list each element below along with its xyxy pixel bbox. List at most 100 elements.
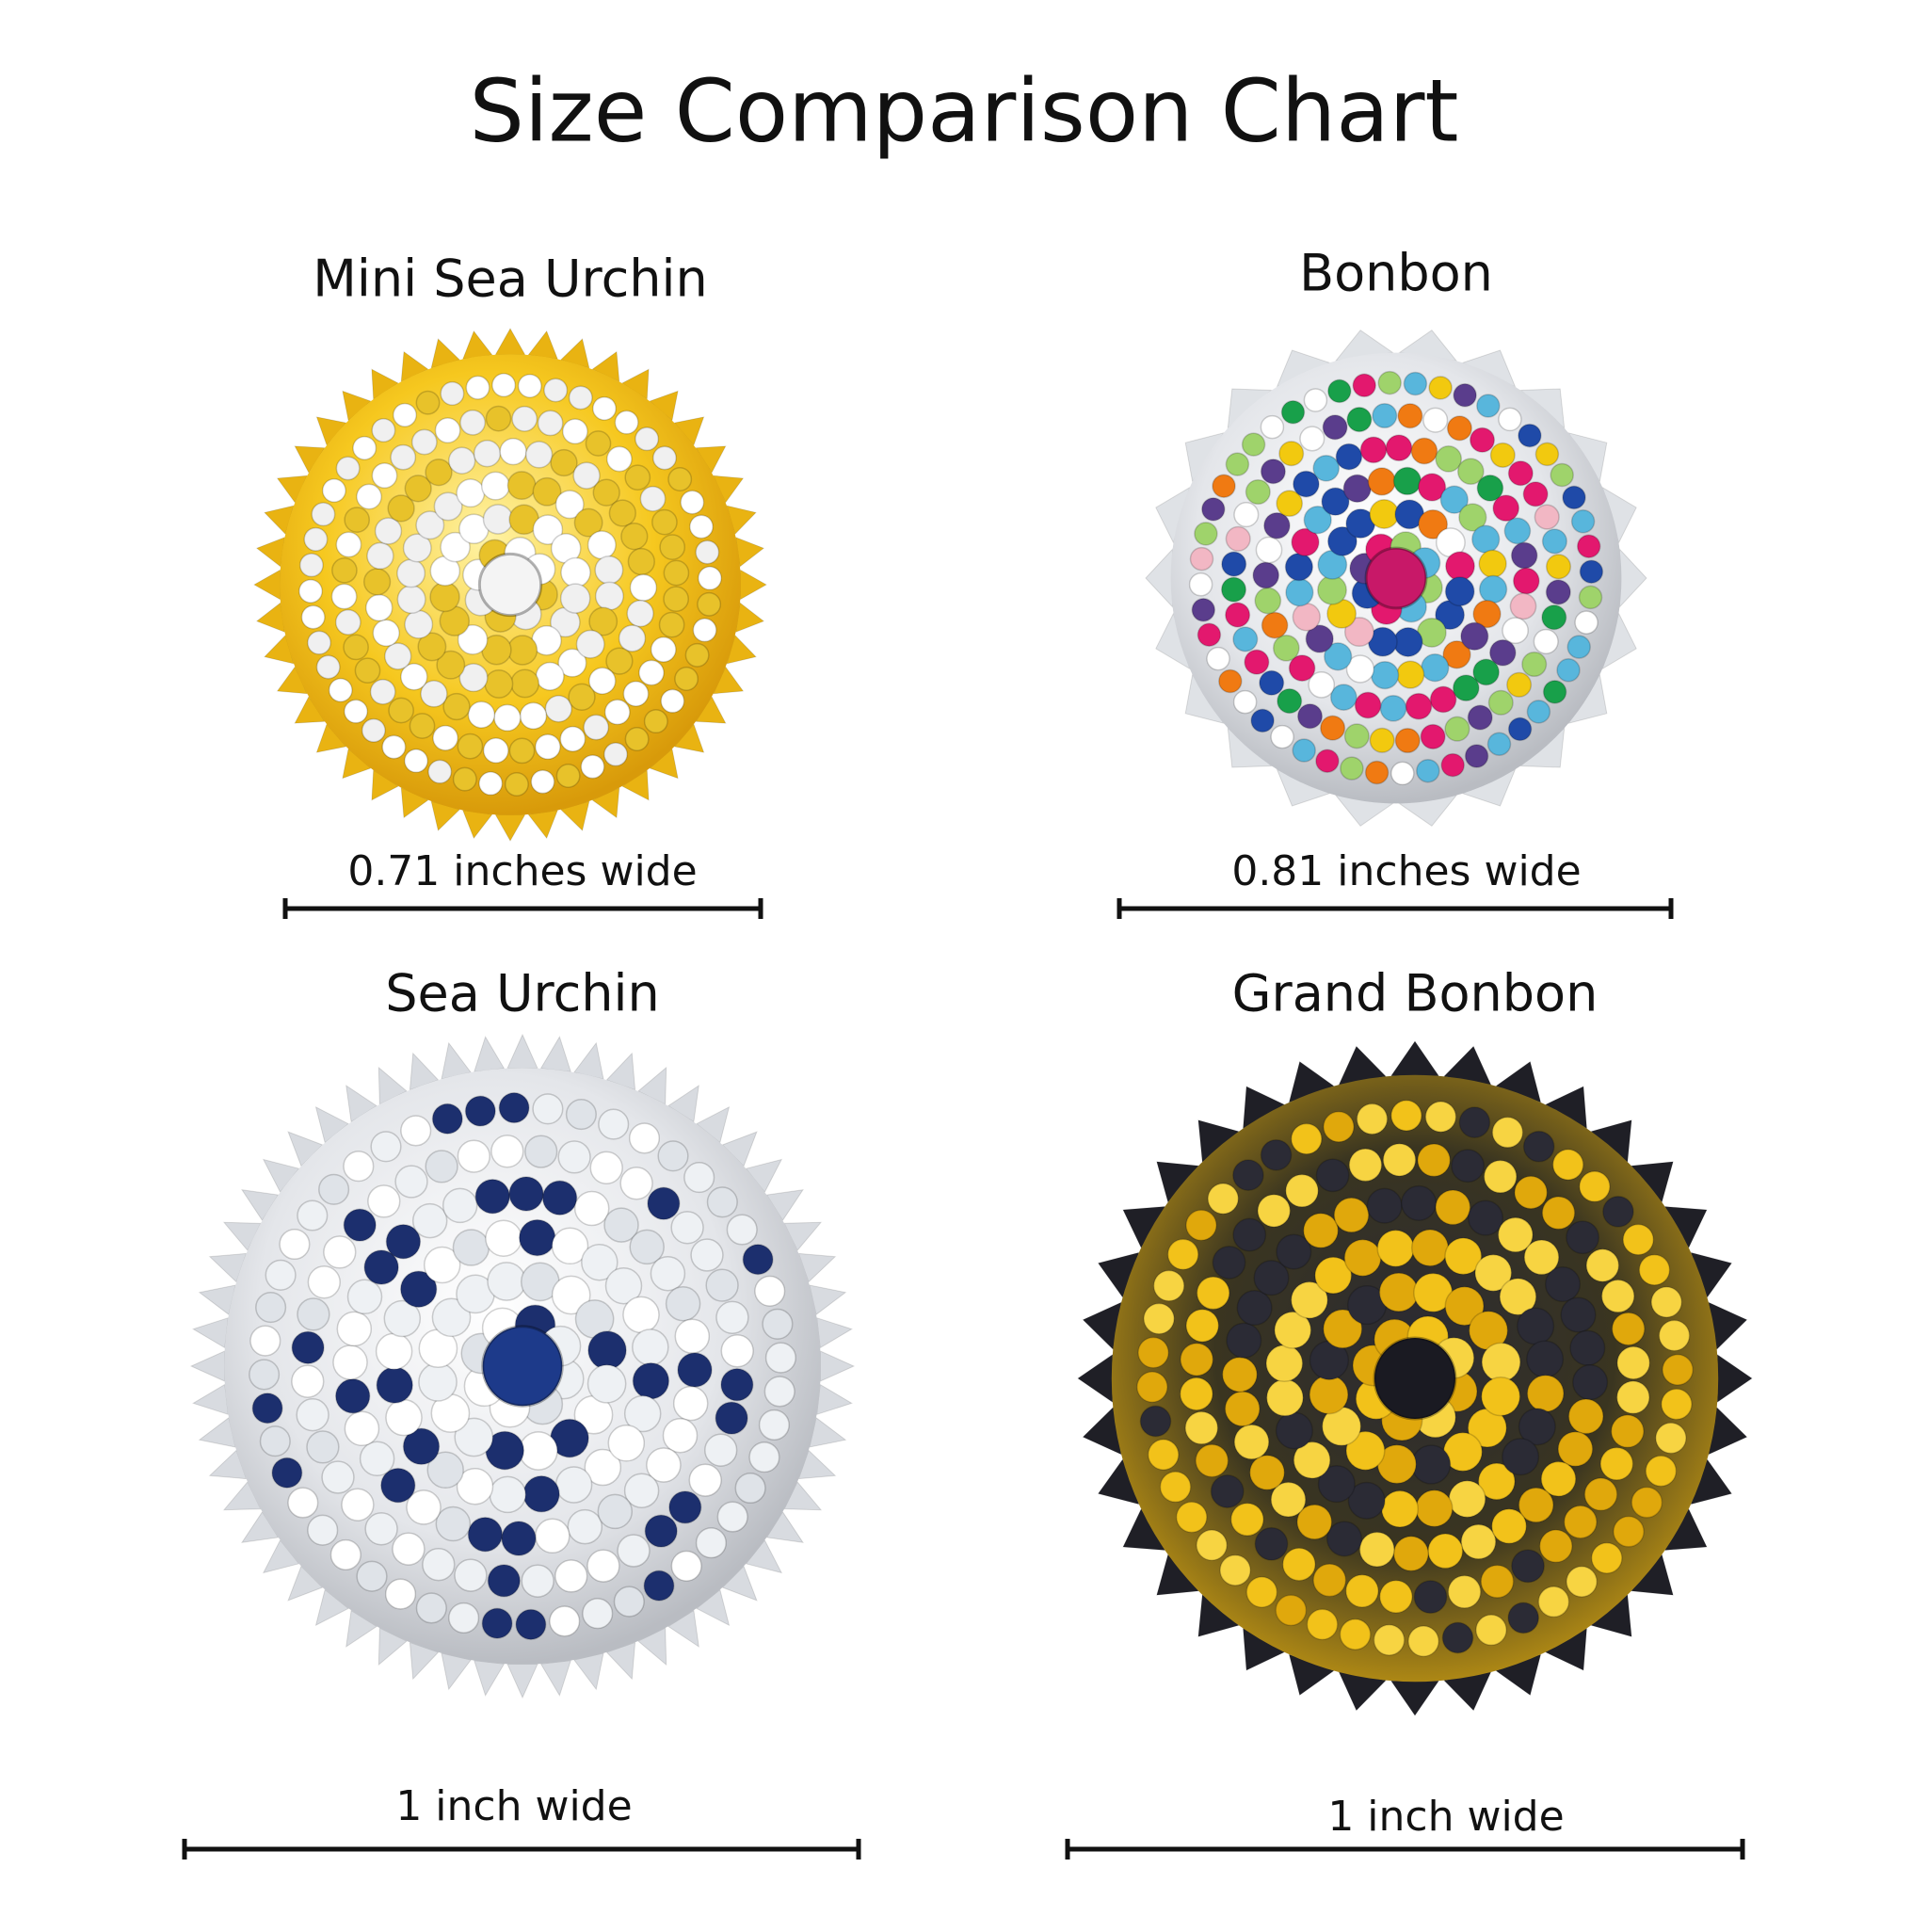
ring-stone [425,1150,458,1183]
product-name: Grand Bonbon [1232,964,1599,1023]
ring-spike [473,1035,506,1072]
ring-stone [1312,454,1341,482]
ring-stone [346,1279,383,1315]
ring-stone [695,1527,727,1559]
ring-stone [1451,1149,1486,1183]
ring-stone [628,1122,661,1154]
ring-stone [1324,642,1353,671]
ring-stone [321,478,346,503]
ring-spike [1716,1353,1753,1404]
ring-stone [1578,585,1603,610]
ring-stone [1280,400,1306,425]
ring-stone [551,1227,589,1265]
ring-spike [527,809,559,840]
ring-stone [652,445,677,471]
ring-stone [1502,617,1529,645]
ring-stone [1380,1489,1420,1528]
ring-stone [639,485,667,512]
ring-stone [1499,1278,1537,1316]
ring-stone [638,659,665,686]
ring-spike [506,1663,538,1699]
ring-stone [508,1176,544,1212]
ring-stone [626,599,654,628]
ring-stone [404,749,428,774]
ring-stone [1175,1501,1208,1534]
ring-stone [456,478,486,508]
ring-stone [1303,506,1332,535]
ring-stone [307,1265,341,1299]
ring-stone [454,1417,494,1457]
ring-stone [665,1285,701,1322]
ring-stone [457,1139,490,1173]
ring-stone [1540,1460,1577,1497]
ring-stone [406,1489,442,1525]
ring-stone [1378,1272,1419,1312]
ring-stone [1390,761,1415,786]
ring-stone [1340,756,1364,781]
ring-stone [1290,1280,1328,1319]
ring-stone [1417,473,1447,502]
ring-stone [1464,744,1489,768]
ring-stone [1469,427,1496,453]
ring-stone [343,1151,375,1183]
ring-stone [393,402,417,427]
ring-stone [646,1447,682,1483]
ring-stone [559,726,586,752]
ring-stone [298,578,323,604]
ring-stone [535,733,561,761]
ring-stone [1442,640,1471,669]
ring-stone [1602,1196,1634,1228]
ring-stone [588,606,619,636]
ring-stone [335,456,361,481]
ring-stone [1518,423,1542,448]
ring-stone [467,700,496,729]
ring-stone [1367,467,1396,496]
ring-stone [1458,503,1487,532]
ring-stone [1502,1438,1540,1476]
ring-stone [1397,403,1423,429]
ring-stone [704,1433,738,1467]
ring-stone [1159,1471,1192,1504]
ring-stone [726,1214,758,1246]
ring-stone [617,1534,651,1568]
ring-stone [627,547,655,576]
ring-stone [763,1376,795,1408]
ring-stone [567,1508,603,1545]
ring-stone [1291,527,1320,557]
ring-stone [366,541,394,571]
page-title: Size Comparison Chart [470,60,1459,161]
ring-stone [1260,414,1285,440]
ring-stone [1514,1175,1549,1210]
ring-stone [622,681,650,707]
ring-stone [1345,654,1375,684]
ring-spike [494,327,526,356]
ring-stone [1533,628,1559,654]
ring-stone [1354,691,1382,719]
ring-stone [249,1359,281,1391]
ring-stone [394,1165,428,1199]
ring-stone [1542,680,1567,704]
ring-stone [1265,1378,1304,1417]
ring-spike [255,536,286,568]
ring-stone [1507,460,1534,487]
ring-stone [1460,621,1489,651]
ring-spike [252,569,281,601]
ring-stone [298,553,324,578]
ring-stone [1491,1116,1524,1149]
ring-stone [474,1178,510,1215]
ring-stone [603,699,631,726]
ring-center-stone [481,1325,564,1408]
ring-stone [1195,1443,1229,1478]
ring-stone [489,1475,527,1514]
ring-stone [1206,646,1230,671]
ring-stone [1225,602,1251,628]
ring-stone [1392,627,1423,657]
ring-stone [300,604,326,630]
ring-stone [415,390,441,415]
ring-stone [392,1532,426,1566]
ring-stone [411,1202,448,1239]
ring-stone [1257,1193,1292,1228]
ring-stone [1497,1216,1534,1253]
ring-stone [651,508,678,536]
ring-spike [191,1316,229,1349]
